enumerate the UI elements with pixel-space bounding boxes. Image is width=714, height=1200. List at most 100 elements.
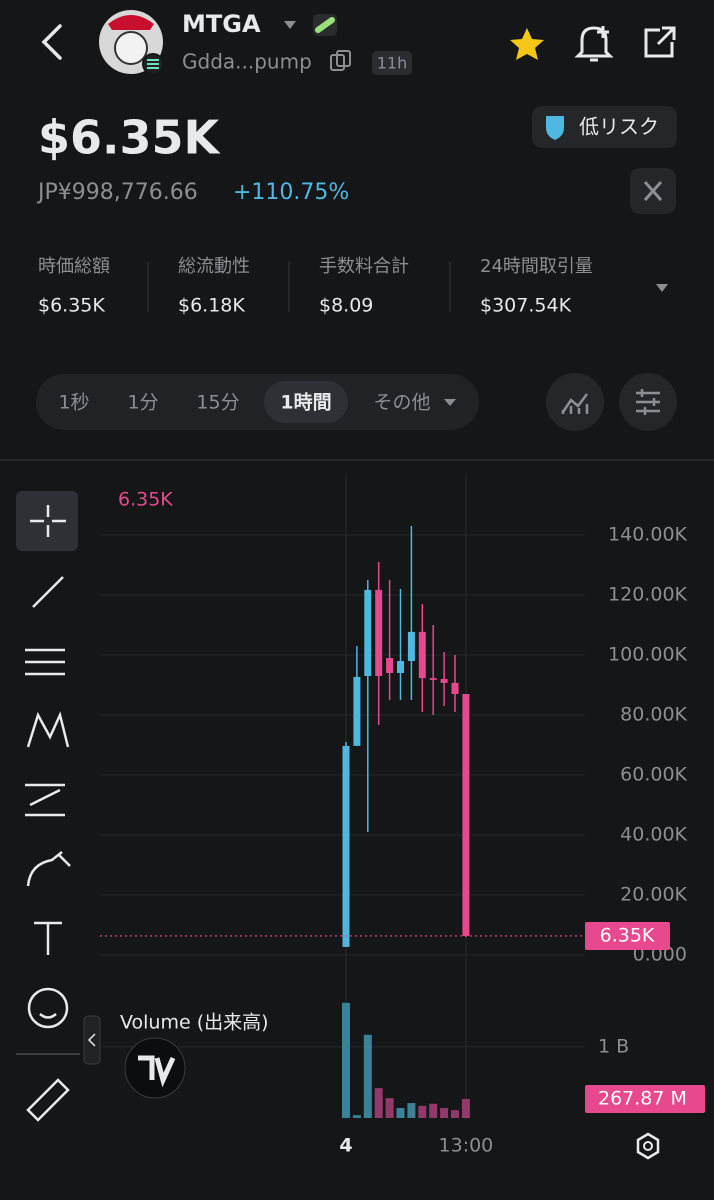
candle-body [342,745,350,947]
drawing-tools [25,576,71,1122]
candle-body [440,678,448,683]
timeframe-option[interactable]: 15分 [196,392,239,414]
ruler-tool[interactable] [26,1078,70,1122]
candle-body [386,657,394,673]
timeframe-active [264,381,348,423]
y-tick-label: 60.00K [620,763,687,785]
age-badge [372,51,412,75]
emoji-tool[interactable] [27,987,69,1029]
candle-body [451,682,459,694]
stat-label: 手数料合計 [319,256,409,277]
legend-price: 6.35K [118,489,173,511]
avatar-face [114,31,148,65]
chart-settings[interactable] [636,1132,660,1160]
alert-button[interactable] [574,26,614,62]
volume-bar [363,1034,372,1118]
more-dropdown[interactable] [444,399,456,406]
last-price-label: 6.35K [600,924,655,946]
candle-body [418,631,426,679]
avatar-hat [108,15,154,30]
y-tick-label: 140.00K [608,523,687,545]
price-change: +110.75% [233,180,349,205]
volume-bar [461,1098,470,1118]
alert-plus [597,26,609,38]
timeframe-option[interactable]: 1分 [127,392,158,414]
projection-tool[interactable] [25,783,65,817]
stat-value: $6.18K [178,295,245,317]
y-tick-label: 100.00K [608,643,687,665]
candle-body [397,660,404,673]
candle-body [407,631,415,661]
chart-settings-dot [643,1141,653,1151]
x-icon [643,181,663,201]
volume-bar [429,1103,438,1118]
toolbar-collapse[interactable] [83,1015,101,1065]
volume-bar [440,1108,449,1118]
back-button[interactable] [41,24,62,60]
candle-body [353,676,361,746]
timeframe-option[interactable]: 1秒 [58,392,89,414]
brush-tool[interactable] [26,851,71,887]
stats-expand[interactable] [656,284,668,292]
volume-bar [418,1105,427,1118]
y-tick-label: 1 B [598,1035,629,1057]
candle-body [429,678,437,680]
risk-badge[interactable] [532,106,677,148]
volume-bar [451,1110,459,1118]
stat-label: 時価総額 [38,256,110,277]
risk-level: 低リスク [579,115,659,139]
symbol-dropdown[interactable] [284,21,296,29]
volume-bar [396,1108,405,1118]
trendline-tool[interactable] [32,576,64,608]
tv-mark [138,1055,176,1088]
volume-title: Volume (出来高) [120,1012,269,1034]
price-jpy: JP¥998,776.66 [36,180,198,205]
candle-body [364,589,372,676]
x-tick-label: 4 [339,1135,352,1157]
volume-bar [407,1103,416,1118]
crosshair-icon [30,505,66,537]
text-tool[interactable] [34,921,62,955]
pill-icon [315,17,335,33]
address: Gdda...pump [182,50,312,74]
shield-icon [546,116,564,140]
candle-body [375,589,383,676]
stat-label: 24時間取引量 [480,256,593,277]
volume-bar [385,1098,394,1118]
x-tick-label: 13:00 [439,1135,494,1157]
copy-icon [336,50,351,67]
settings-icon [636,389,660,415]
volume-bar [342,1002,350,1118]
age: 11h [377,54,408,73]
share-button[interactable] [644,26,676,58]
fib-tool[interactable] [25,648,65,676]
y-tick-label: 40.00K [620,823,687,845]
stat-label: 総流動性 [178,256,250,277]
y-tick-label: 80.00K [620,703,687,725]
pattern-tool[interactable] [26,711,70,748]
symbol: MTGA [182,10,261,38]
favorite-button[interactable] [510,28,544,60]
emoji-smile [39,1013,57,1019]
timeframe-option[interactable]: 1時間 [280,392,331,414]
stat-value: $6.35K [38,295,105,317]
timeframe-bar [36,374,479,430]
crosshair-tool[interactable] [16,491,78,551]
timeframe-option[interactable]: その他 [373,392,430,414]
candle-body [462,693,470,936]
volume-bar [352,1115,361,1118]
last-volume-label: 267.87 M [598,1087,687,1109]
stat-value: $307.54K [480,295,572,317]
indicator-icon [561,393,589,414]
volume-bar [374,1088,383,1118]
last-price-tag [585,921,670,950]
tradingview-logo [124,1037,186,1099]
price-usd: $6.35K [38,111,222,165]
chain-icon [147,59,159,69]
last-volume-tag [585,1084,705,1113]
collapse-icon [87,1033,96,1047]
stat-value: $8.09 [319,295,373,317]
y-tick-label: 20.00K [620,883,687,905]
